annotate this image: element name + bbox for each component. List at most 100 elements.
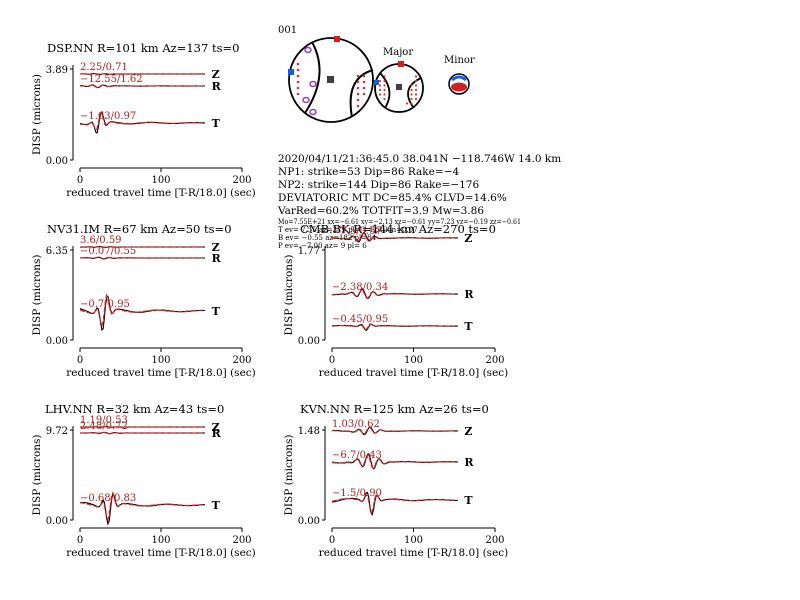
- x-axis-label: reduced travel time [T-R/18.0] (sec): [66, 367, 256, 379]
- x-tick-label: 0: [329, 355, 335, 366]
- y-tick-top: 3.89: [46, 65, 68, 76]
- compression-dot: [383, 93, 386, 96]
- observed-trace: [331, 453, 458, 470]
- station-marker: [302, 96, 310, 104]
- component-label: T: [464, 494, 473, 507]
- minor-lobe: [451, 82, 467, 92]
- synthetic-trace: [331, 494, 455, 514]
- y-tick-top: 9.72: [46, 426, 68, 437]
- compression-dot: [414, 84, 418, 87]
- synthetic-trace: [79, 491, 202, 522]
- p-axis-marker: [327, 76, 334, 83]
- component-label: T: [212, 499, 221, 512]
- compression-dot: [356, 80, 360, 84]
- trace-annotation: 1.19/0.53: [80, 415, 128, 426]
- y-tick-bottom: 0.00: [46, 336, 68, 347]
- compression-dot: [410, 102, 413, 105]
- x-tick-label: 100: [151, 355, 170, 366]
- compression-dot: [296, 92, 300, 96]
- trace-annotation: −12.55/1.62: [80, 74, 143, 85]
- major-plane-1: [379, 72, 391, 109]
- t-axis-line: T ev= 7.55 az=279 pl= 1 Epsilon=0.07: [278, 226, 418, 234]
- compression-dot: [378, 79, 382, 83]
- synthetic-trace: [332, 289, 455, 300]
- observed-trace: [331, 323, 458, 332]
- compression-dot: [296, 86, 300, 90]
- panel-title: LHV.NN R=32 km Az=43 ts=0: [45, 402, 224, 416]
- observed-trace: [80, 245, 206, 248]
- x-tick-label: 0: [77, 355, 83, 366]
- trace-annotation: −1.5/0.90: [332, 488, 382, 499]
- x-tick-label: 100: [151, 175, 170, 186]
- synthetic-trace: [331, 323, 455, 331]
- compression-dot: [356, 86, 360, 90]
- component-label: Z: [212, 241, 220, 254]
- panel-title: CMB.BK R=144 km Az=270 ts=0: [300, 222, 496, 236]
- trace-annotation: −0.45/0.95: [332, 314, 388, 325]
- y-tick-bottom: 0.00: [46, 516, 68, 527]
- component-label: Z: [464, 232, 472, 245]
- compression-dot: [378, 88, 382, 92]
- trace-annotation: −0.68/0.83: [80, 493, 136, 504]
- trace-annotation: −0.07/0.55: [80, 246, 136, 257]
- p-axis-line: P ev= −7.00 az= 9 pl= 6: [278, 242, 367, 250]
- mo-line: Mo=7.55E+21 xx=−6.61 xy=−2.13 xz=−0.61 y…: [278, 218, 521, 226]
- observed-trace: [79, 73, 206, 75]
- trace-annotation: −6.7/0.43: [332, 450, 382, 461]
- component-label: R: [212, 252, 222, 265]
- y-axis-label: DISP (microns): [31, 434, 43, 515]
- minor-label: Minor: [444, 55, 475, 66]
- trace-annotation: −2.38/0.34: [332, 282, 388, 293]
- varred-line: VarRed=60.2% TOTFIT=3.9 Mw=3.86: [277, 205, 484, 217]
- x-tick-label: 200: [485, 355, 504, 366]
- x-axis-label: reduced travel time [T-R/18.0] (sec): [319, 367, 509, 379]
- np2-line: NP2: strike=144 Dip=86 Rake=−176: [278, 179, 479, 191]
- station-marker: [309, 80, 317, 88]
- observed-trace: [79, 295, 206, 331]
- component-label: R: [464, 288, 474, 301]
- synthetic-trace: [80, 84, 202, 89]
- y-tick-top: 6.35: [46, 246, 68, 257]
- waveform-panel: LHV.NN R=32 km Az=43 ts=0 9.72 0.00 0 100 200…: [31, 402, 256, 559]
- np1-line: NP1: strike=53 Dip=86 Rake=−4: [278, 166, 459, 178]
- compression-dot: [414, 79, 418, 83]
- compression-dot: [383, 88, 386, 92]
- origin-line: 2020/04/11/21:36:45.0 38.041N −118.746W …: [278, 153, 561, 165]
- compression-dot: [356, 98, 360, 102]
- nodal-plane-1: [304, 41, 321, 114]
- compression-dot: [378, 84, 382, 87]
- compression-dot: [414, 97, 418, 101]
- compression-dot: [410, 88, 413, 92]
- compression-dot: [296, 74, 300, 78]
- compression-dot: [383, 75, 386, 78]
- major-t-marker: [398, 61, 404, 67]
- beachball-major: [374, 61, 424, 113]
- event-info: 001 Major Minor 2020/04/11/21:36:45.0 38…: [277, 25, 561, 250]
- beachball-full: [288, 36, 374, 123]
- x-tick-label: 200: [232, 355, 251, 366]
- compression-dot: [414, 93, 418, 96]
- trace-annotation: −1.63/0.97: [80, 111, 136, 122]
- x-tick-label: 200: [485, 535, 504, 546]
- synthetic-trace: [79, 293, 202, 328]
- waveform-panel: KVN.NN R=125 km Az=26 ts=0 1.48 0.00 0 100 20…: [283, 402, 508, 559]
- waveform-panel: CMB.BK R=144 km Az=270 ts=0 1.77 0.00 0 100 2…: [283, 222, 508, 379]
- component-label: T: [464, 320, 473, 333]
- synthetic-trace: [331, 232, 455, 242]
- beachball-minor: [448, 73, 470, 95]
- waveform-panel: DSP.NN R=101 km Az=137 ts=0 3.89 0.00 0 100 2…: [31, 41, 256, 199]
- component-label: Z: [212, 68, 220, 81]
- event-id-label: 001: [278, 25, 297, 36]
- y-tick-bottom: 0.00: [298, 336, 320, 347]
- nodal-plane-2: [349, 69, 374, 118]
- t-axis-marker: [334, 36, 340, 42]
- station-marker: [309, 108, 317, 116]
- trace-annotation: 2.25/0.71: [80, 62, 128, 73]
- panel-title: NV31.IM R=67 km Az=50 ts=0: [47, 222, 232, 236]
- y-axis-label: DISP (microns): [31, 74, 43, 155]
- observed-trace: [80, 426, 206, 428]
- trace-annotation: 1.03/0.62: [332, 419, 380, 430]
- compression-dot: [414, 88, 418, 92]
- x-tick-label: 200: [232, 535, 251, 546]
